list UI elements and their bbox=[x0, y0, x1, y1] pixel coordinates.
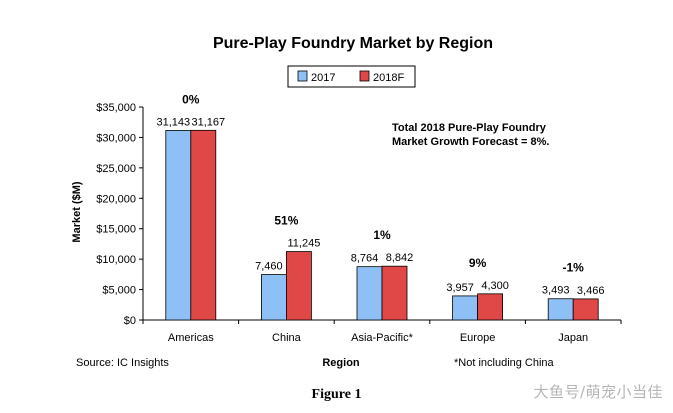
growth-label: -1% bbox=[563, 261, 585, 275]
figure-caption: Figure 1 bbox=[311, 387, 362, 402]
y-tick-label: $15,000 bbox=[96, 224, 136, 236]
bar-2017 bbox=[356, 266, 383, 321]
bar-2018F bbox=[190, 129, 217, 321]
x-tick-label: Europe bbox=[460, 332, 495, 344]
y-tick-label: $30,000 bbox=[96, 132, 136, 144]
y-axis-label: Market ($M) bbox=[71, 181, 83, 242]
growth-label: 1% bbox=[373, 228, 391, 242]
data-label-2018F: 4,300 bbox=[481, 280, 509, 292]
bar-2017 bbox=[165, 130, 192, 321]
x-tick-label: China bbox=[272, 332, 302, 344]
y-tick-label: $10,000 bbox=[96, 254, 136, 266]
bar-2017 bbox=[260, 274, 287, 321]
x-tick-label: Japan bbox=[558, 332, 588, 344]
data-label-2017: 7,460 bbox=[255, 261, 283, 273]
legend: 2017 2018F bbox=[287, 65, 416, 88]
annotation: Total 2018 Pure-Play Foundry Market Growt… bbox=[392, 122, 549, 148]
legend-box bbox=[287, 65, 416, 88]
chart-title: Pure-Play Foundry Market by Region bbox=[213, 35, 493, 52]
growth-label: 0% bbox=[182, 92, 200, 106]
x-axis-label: Region bbox=[322, 357, 360, 369]
y-tick-label: $35,000 bbox=[96, 102, 136, 114]
growth-label: 9% bbox=[469, 256, 487, 270]
x-tick-label: Asia-Pacific* bbox=[351, 332, 413, 344]
bar-2018F bbox=[477, 293, 504, 321]
x-tick-label: Americas bbox=[168, 332, 214, 344]
y-tick-label: $5,000 bbox=[102, 285, 136, 297]
watermark: 大鱼号/萌宠小当佳 bbox=[533, 383, 663, 401]
data-label-2018F: 31,167 bbox=[191, 116, 225, 128]
legend-label-2018F: 2018F bbox=[373, 72, 404, 84]
bar-2018F bbox=[285, 251, 312, 321]
annotation-line: Market Growth Forecast = 8%. bbox=[392, 136, 549, 148]
source-note: Source: IC Insights bbox=[76, 357, 169, 369]
footnote: *Not including China bbox=[454, 357, 555, 369]
y-tick-label: $0 bbox=[124, 315, 136, 327]
legend-swatch-2017 bbox=[297, 70, 308, 82]
legend-label-2017: 2017 bbox=[311, 72, 335, 84]
data-label-2017: 3,957 bbox=[446, 282, 474, 294]
growth-label: 51% bbox=[274, 214, 298, 228]
data-labels: 31,143 31,167 0% 7,460 11,245 51% 8,764 8,842 1%… bbox=[156, 92, 604, 297]
data-label-2018F: 8,842 bbox=[386, 252, 414, 264]
data-label-2018F: 11,245 bbox=[287, 238, 320, 250]
legend-swatch-2018F bbox=[359, 70, 370, 82]
bar-2018F bbox=[572, 298, 599, 321]
y-ticks: $0 $5,000 $10,000 $15,000 $20,000 $25,000 $30,… bbox=[96, 102, 143, 327]
bars bbox=[165, 129, 599, 321]
data-label-2018F: 3,466 bbox=[577, 285, 605, 297]
data-label-2017: 31,143 bbox=[156, 116, 190, 128]
bar-2017 bbox=[547, 298, 574, 321]
y-tick-label: $20,000 bbox=[96, 193, 136, 205]
data-label-2017: 8,764 bbox=[351, 253, 379, 265]
annotation-line: Total 2018 Pure-Play Foundry bbox=[392, 122, 547, 134]
y-tick-label: $25,000 bbox=[96, 163, 136, 175]
data-label-2017: 3,493 bbox=[542, 285, 570, 297]
x-ticks: Americas China Asia-Pacific* Europe Japan bbox=[142, 320, 622, 344]
bar-2017 bbox=[452, 295, 479, 321]
bar-2018F bbox=[381, 265, 408, 321]
